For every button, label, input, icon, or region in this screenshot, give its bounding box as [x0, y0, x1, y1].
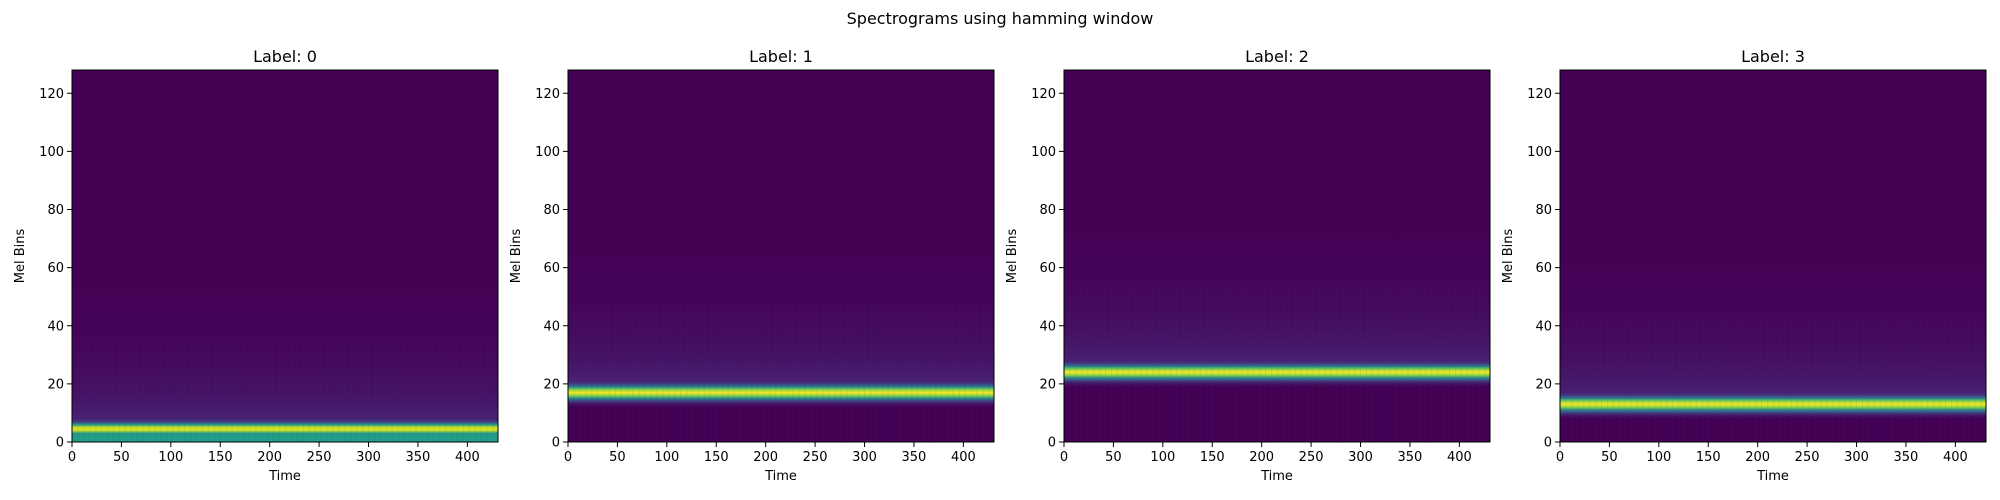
x-tick-label: 100: [654, 450, 679, 465]
x-tick-label: 250: [1795, 450, 1820, 465]
x-tick-label: 350: [1398, 450, 1423, 465]
y-tick-label: 20: [47, 377, 64, 392]
y-tick-label: 20: [543, 377, 560, 392]
x-tick-label: 100: [1150, 450, 1175, 465]
x-tick-label: 0: [68, 450, 76, 465]
y-tick-label: 80: [1535, 203, 1552, 218]
y-tick-label: 120: [39, 87, 64, 102]
axes-frame: [567, 69, 995, 443]
y-tick-label: 100: [535, 145, 560, 160]
x-tick-label: 150: [1696, 450, 1721, 465]
x-tick-label: 200: [1745, 450, 1770, 465]
x-axis-label: Time: [1260, 469, 1293, 484]
x-tick-label: 150: [1200, 450, 1225, 465]
x-tick-label: 300: [356, 450, 381, 465]
y-tick-label: 100: [1527, 145, 1552, 160]
y-tick-label: 40: [47, 319, 64, 334]
y-axis-label: Mel Bins: [1501, 229, 1516, 284]
x-tick-label: 350: [902, 450, 927, 465]
subplot-title: Label: 2: [1245, 47, 1309, 66]
subplot-title: Label: 0: [253, 47, 317, 66]
x-tick-label: 400: [455, 450, 480, 465]
subplot-3: 0 50 100 150 200 250 300 350 400 0 20 40 60 80 100 120 T…: [1501, 47, 1987, 484]
y-tick-label: 60: [543, 261, 560, 276]
y-tick-label: 40: [1039, 319, 1056, 334]
y-tick-label: 0: [1544, 436, 1552, 451]
x-tick-label: 100: [158, 450, 183, 465]
x-tick-label: 50: [1105, 450, 1122, 465]
y-tick-label: 40: [543, 319, 560, 334]
subplots: 0 50 100 150 200 250 300 350 400020406080100120T…: [13, 47, 1987, 484]
x-tick-label: 300: [1348, 450, 1373, 465]
x-tick-label: 300: [1844, 450, 1869, 465]
x-tick-label: 50: [113, 450, 130, 465]
x-tick-label: 350: [1894, 450, 1919, 465]
y-tick-label: 40: [1535, 319, 1552, 334]
x-tick-label: 150: [704, 450, 729, 465]
y-axis-label: Mel Bins: [13, 229, 28, 284]
x-tick-label: 250: [1299, 450, 1324, 465]
y-tick-label: 120: [535, 87, 560, 102]
x-tick-label: 200: [257, 450, 282, 465]
x-tick-label: 400: [1447, 450, 1472, 465]
subplot-title: Label: 1: [749, 47, 813, 66]
y-tick-label: 20: [1535, 377, 1552, 392]
axes-frame: [1063, 69, 1491, 443]
x-tick-label: 250: [803, 450, 828, 465]
y-tick-label: 60: [1039, 261, 1056, 276]
y-tick-label: 20: [1039, 377, 1056, 392]
y-tick-label: 100: [39, 145, 64, 160]
x-tick-label: 0: [1060, 450, 1068, 465]
y-axis-label: Mel Bins: [1005, 229, 1020, 284]
y-tick-label: 0: [56, 436, 64, 451]
figure-suptitle: Spectrograms using hamming window: [847, 9, 1154, 28]
x-axis-label: Time: [268, 469, 301, 484]
y-tick-label: 120: [1031, 87, 1056, 102]
y-tick-label: 80: [1039, 203, 1056, 218]
subplot-1: 0 50 100 150 200 250 300 350 400 0 20 40 60 80 100 120 T…: [509, 47, 995, 484]
subplot-0: 0 50 100 150 200 250 300 350 400 0 20 40 60 80 100 120 T…: [13, 47, 499, 484]
y-tick-label: 80: [543, 203, 560, 218]
x-tick-label: 50: [1601, 450, 1618, 465]
subplot-2: 0 50 100 150 200 250 300 350 400 0 20 40 60 80 100 120 T…: [1005, 47, 1491, 484]
subplot-title: Label: 3: [1741, 47, 1805, 66]
y-tick-label: 0: [552, 436, 560, 451]
x-tick-label: 400: [951, 450, 976, 465]
x-axis-label: Time: [764, 469, 797, 484]
y-tick-label: 60: [47, 261, 64, 276]
spectrogram-band: [72, 70, 498, 442]
axes-frame: [71, 69, 499, 443]
x-tick-label: 400: [1943, 450, 1968, 465]
x-tick-label: 350: [406, 450, 431, 465]
spectrogram-band: [1064, 70, 1490, 442]
spectrogram-band: [1560, 70, 1986, 442]
x-tick-label: 100: [1646, 450, 1671, 465]
x-axis-label: Time: [1756, 469, 1789, 484]
y-tick-label: 80: [47, 203, 64, 218]
spectrogram-band: [568, 70, 994, 442]
x-tick-label: 0: [564, 450, 572, 465]
y-tick-label: 0: [1048, 436, 1056, 451]
x-tick-label: 300: [852, 450, 877, 465]
x-tick-label: 50: [609, 450, 626, 465]
x-tick-label: 200: [1249, 450, 1274, 465]
x-tick-label: 200: [753, 450, 778, 465]
y-tick-label: 100: [1031, 145, 1056, 160]
x-tick-label: 250: [307, 450, 332, 465]
y-axis-label: Mel Bins: [509, 229, 524, 284]
x-tick-label: 0: [1556, 450, 1564, 465]
x-tick-label: 150: [208, 450, 233, 465]
y-tick-label: 60: [1535, 261, 1552, 276]
y-tick-label: 120: [1527, 87, 1552, 102]
axes-frame: [1559, 69, 1987, 443]
